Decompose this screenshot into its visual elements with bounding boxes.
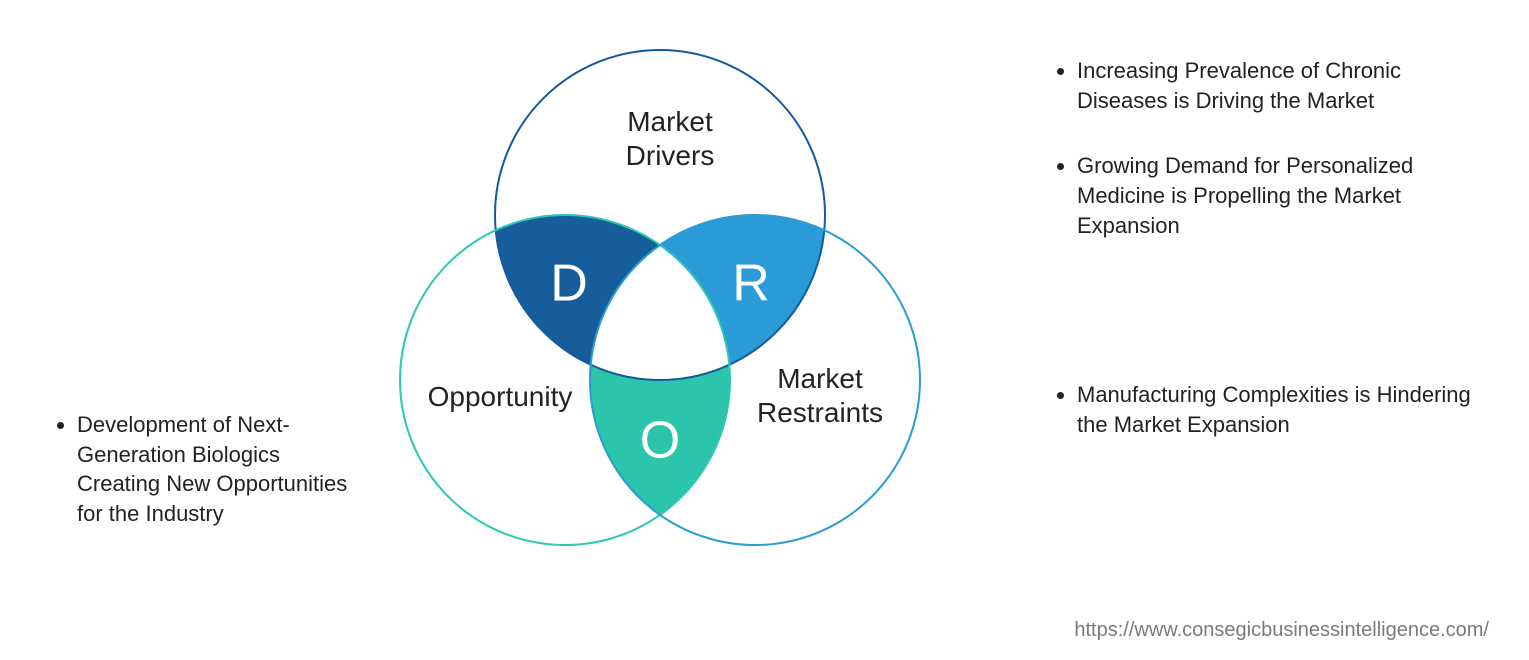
label-opportunity: Opportunity (420, 380, 580, 414)
drivers-bullets: Increasing Prevalence of Chronic Disease… (1055, 56, 1497, 240)
overlap-letter-O: O (640, 412, 680, 470)
venn-svg: D R O (340, 10, 980, 630)
venn-diagram: D R O MarketDrivers Opportunity MarketRe… (340, 10, 980, 630)
driver-item: Increasing Prevalence of Chronic Disease… (1077, 56, 1497, 115)
restraint-item: Manufacturing Complexities is Hindering … (1077, 380, 1497, 439)
label-restraints: MarketRestraints (740, 362, 900, 429)
driver-item: Growing Demand for Personalized Medicine… (1077, 151, 1497, 240)
overlap-letter-R: R (732, 255, 770, 313)
source-url: https://www.consegicbusinessintelligence… (1074, 619, 1489, 642)
opportunity-bullets: Development of Next-Generation Biologics… (55, 410, 357, 529)
restraints-bullets: Manufacturing Complexities is Hindering … (1055, 380, 1497, 439)
label-drivers: MarketDrivers (590, 105, 750, 172)
overlap-letter-D: D (550, 255, 588, 313)
opportunity-item: Development of Next-Generation Biologics… (77, 410, 357, 529)
